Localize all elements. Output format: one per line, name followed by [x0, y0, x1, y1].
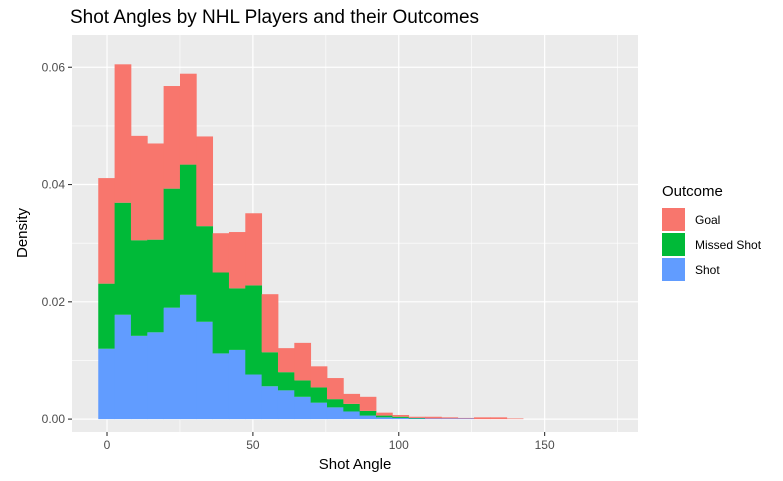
- bar-shot-bin-2: [130, 335, 148, 420]
- bar-missed-shot-bin-14: [326, 399, 344, 408]
- bar-missed-shot-bin-5: [179, 164, 197, 295]
- bar-shot-bin-5: [179, 294, 197, 420]
- bar-shot-bin-11: [277, 390, 295, 420]
- bar-shot-bin-22: [457, 418, 475, 420]
- bar-missed-shot-bin-6: [196, 226, 214, 322]
- legend-item-shot: Shot: [662, 257, 761, 282]
- y-axis-label: Density: [14, 207, 31, 258]
- bar-missed-shot-bin-17: [376, 415, 393, 418]
- bar-missed-shot-bin-11: [277, 372, 295, 391]
- bar-goal-bin-14: [326, 378, 344, 400]
- x-tick-label: 0: [104, 438, 111, 452]
- bar-goal-bin-21: [441, 417, 459, 419]
- y-tick-label: 0.00: [42, 412, 66, 426]
- bar-goal-bin-18: [392, 414, 410, 417]
- bar-missed-shot-bin-12: [294, 380, 312, 397]
- x-tick-label: 100: [389, 438, 409, 452]
- bar-shot-bin-0: [98, 348, 115, 420]
- bar-goal-bin-16: [359, 396, 377, 411]
- bar-missed-shot-bin-9: [245, 285, 263, 375]
- bar-missed-shot-bin-15: [343, 403, 361, 412]
- legend-title: Outcome: [662, 183, 723, 200]
- bar-missed-shot-bin-0: [98, 283, 115, 349]
- bar-missed-shot-bin-2: [130, 240, 148, 336]
- bar-missed-shot-bin-16: [359, 410, 377, 416]
- legend: Outcome Goal Missed Shot Shot: [662, 183, 761, 282]
- x-tick-label: 150: [535, 438, 555, 452]
- bar-goal-bin-19: [408, 416, 426, 418]
- legend-key-shot: [662, 258, 685, 281]
- bar-missed-shot-bin-4: [163, 188, 181, 308]
- legend-label-goal: Goal: [695, 212, 721, 227]
- bar-goal-bin-11: [277, 348, 295, 373]
- legend-label-missed-shot: Missed Shot: [695, 237, 762, 252]
- bar-missed-shot-bin-10: [261, 352, 279, 387]
- bar-shot-bin-19: [408, 418, 426, 420]
- bar-missed-shot-bin-3: [147, 239, 165, 333]
- bar-shot-bin-20: [425, 418, 442, 420]
- legend-label-shot: Shot: [695, 262, 720, 277]
- bar-goal-bin-1: [114, 64, 132, 203]
- bar-goal-bin-7: [212, 233, 230, 273]
- chart-title: Shot Angles by NHL Players and their Out…: [70, 7, 480, 28]
- bar-shot-bin-10: [261, 386, 279, 420]
- bar-goal-bin-2: [130, 135, 148, 241]
- bar-goal-bin-17: [376, 412, 393, 416]
- bars-layer: [98, 64, 524, 420]
- bar-shot-bin-8: [228, 349, 246, 420]
- bar-missed-shot-bin-13: [310, 387, 328, 403]
- bar-shot-bin-17: [376, 417, 393, 420]
- bar-missed-shot-bin-7: [212, 272, 230, 354]
- bar-goal-bin-4: [163, 86, 181, 189]
- bar-shot-bin-16: [359, 415, 377, 420]
- bar-goal-bin-13: [310, 366, 328, 388]
- y-tick-label: 0.06: [42, 60, 66, 74]
- bar-goal-bin-8: [228, 232, 246, 289]
- bar-shot-bin-18: [392, 417, 410, 420]
- bar-goal-bin-24: [490, 417, 508, 420]
- bar-goal-bin-15: [343, 393, 361, 404]
- bar-goal-bin-23: [474, 417, 491, 420]
- bar-shot-bin-9: [245, 374, 263, 420]
- bar-goal-bin-25: [506, 418, 524, 420]
- bar-goal-bin-20: [425, 416, 442, 419]
- legend-key-goal: [662, 208, 685, 231]
- bar-missed-shot-bin-19: [408, 417, 426, 419]
- x-axis: 0 50 100 150: [104, 432, 555, 452]
- bar-goal-bin-22: [457, 417, 475, 419]
- bar-shot-bin-3: [147, 332, 165, 420]
- x-tick-label: 50: [246, 438, 260, 452]
- bar-goal-bin-6: [196, 136, 214, 227]
- bar-missed-shot-bin-8: [228, 288, 246, 350]
- y-axis: 0.00 0.02 0.04 0.06: [42, 60, 72, 426]
- bar-shot-bin-6: [196, 321, 214, 420]
- bar-missed-shot-bin-18: [392, 416, 410, 418]
- bar-goal-bin-5: [179, 73, 197, 165]
- y-tick-label: 0.02: [42, 295, 66, 309]
- bar-shot-bin-1: [114, 314, 132, 420]
- legend-item-missed-shot: Missed Shot: [662, 232, 761, 257]
- bar-shot-bin-21: [441, 418, 459, 420]
- bar-goal-bin-10: [261, 294, 279, 353]
- bar-shot-bin-13: [310, 402, 328, 420]
- bar-missed-shot-bin-1: [114, 202, 132, 315]
- bar-goal-bin-9: [245, 213, 263, 286]
- bar-shot-bin-14: [326, 407, 344, 420]
- bar-shot-bin-12: [294, 396, 312, 420]
- bar-goal-bin-0: [98, 178, 115, 284]
- legend-key-missed-shot: [662, 233, 685, 256]
- bar-shot-bin-7: [212, 353, 230, 420]
- bar-goal-bin-3: [147, 143, 165, 240]
- x-axis-label: Shot Angle: [319, 456, 392, 473]
- y-tick-label: 0.04: [42, 178, 66, 192]
- bar-shot-bin-15: [343, 411, 361, 420]
- bar-shot-bin-4: [163, 307, 181, 420]
- bar-goal-bin-12: [294, 342, 312, 381]
- legend-item-goal: Goal: [662, 207, 761, 232]
